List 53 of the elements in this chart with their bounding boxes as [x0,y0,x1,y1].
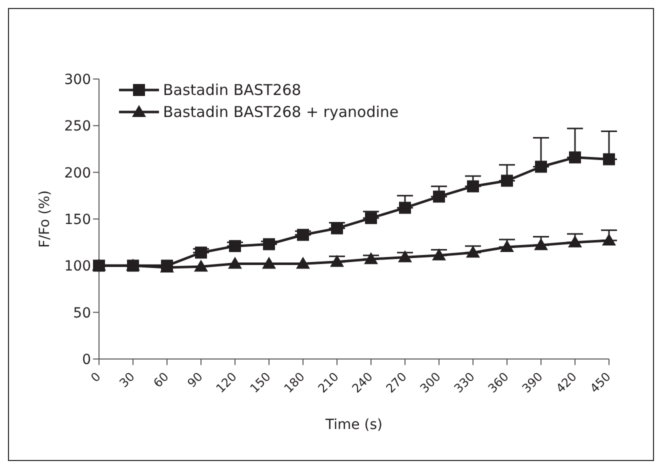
point [194,260,208,272]
point [399,202,411,214]
point [501,174,513,187]
point [365,212,377,224]
y-axis-title: F/Fo (%) [36,190,53,248]
x-tick-label: 360 [485,370,512,396]
point [569,151,581,164]
point [262,256,276,269]
x-axis-title: Time (s) [324,417,382,433]
point [603,153,615,166]
y-tick-label: 250 [64,118,91,135]
x-tick-label: 420 [553,370,580,396]
point [195,246,207,259]
point [568,235,582,248]
point [467,180,479,192]
point [602,233,616,246]
point [229,240,241,252]
point [331,222,343,234]
y-tick-label: 0 [82,352,91,368]
y-tick-label: 200 [64,165,91,182]
x-tick-label: 270 [383,370,410,396]
point [228,256,242,269]
x-tick-label: 210 [315,370,342,396]
point [433,190,445,203]
legend-label: Bastadin BAST268 [163,81,302,99]
x-tick-label: 450 [587,370,614,396]
x-tick-label: 330 [451,370,478,396]
x-tick-label: 300 [417,370,444,396]
point [500,240,514,252]
x-tick-label: 0 [88,370,104,385]
point [364,252,378,264]
x-tick-label: 90 [184,370,206,390]
legend-label: Bastadin BAST268 + ryanodine [163,103,399,121]
x-tick-label: 30 [116,370,138,390]
point [330,254,344,267]
point [466,246,480,258]
x-tick-label: 390 [519,370,546,396]
y-tick-label: 150 [64,212,91,228]
point [535,160,547,173]
x-tick-label: 60 [150,370,172,390]
x-tick-label: 180 [281,370,308,396]
point [296,256,310,269]
point [534,238,548,250]
point [398,250,412,262]
x-tick-label: 120 [213,370,240,396]
point [432,248,446,260]
y-tick-label: 50 [73,305,91,322]
y-tick-label: 100 [64,258,91,275]
x-tick-label: 150 [247,370,274,396]
y-tick-label: 300 [64,72,91,88]
point [263,238,275,250]
x-tick-label: 240 [349,370,376,396]
point [297,228,309,241]
